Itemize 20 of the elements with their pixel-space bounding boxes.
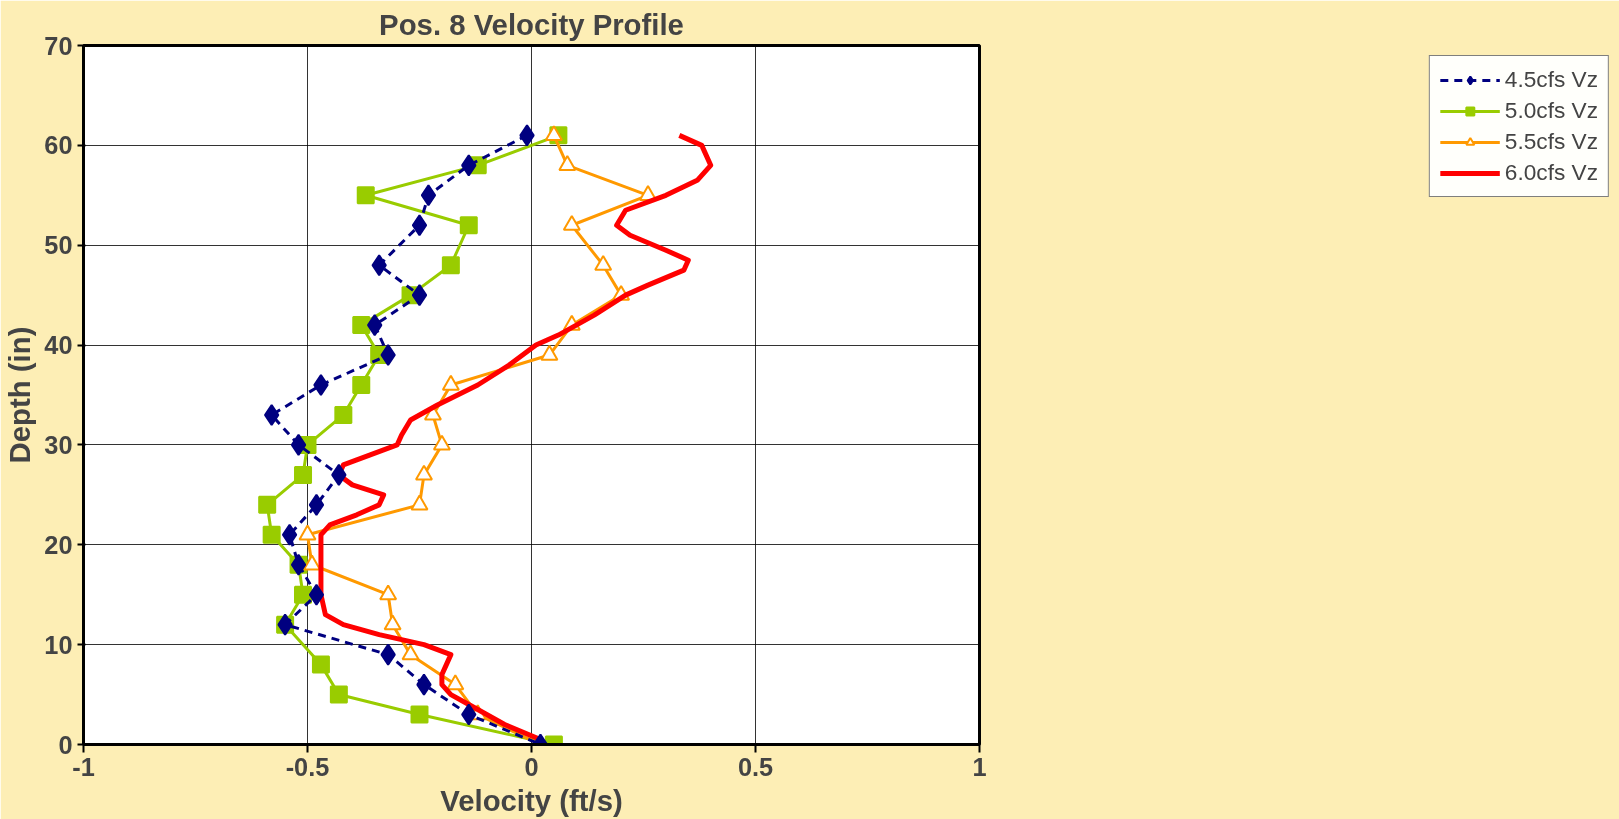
x-axis-title: Velocity (ft/s) — [440, 783, 623, 817]
y-tick-label: 40 — [44, 331, 73, 360]
legend-label: 4.5cfs Vz — [1504, 66, 1598, 93]
x-tick-label: 0 — [524, 752, 539, 781]
x-tick-label: -0.5 — [285, 752, 330, 781]
y-tick-label: 20 — [44, 530, 73, 559]
y-tick-label: 50 — [44, 231, 73, 260]
y-tick-label: 30 — [44, 430, 73, 459]
x-tick-label: 1 — [972, 752, 987, 781]
legend-label: 5.0cfs Vz — [1504, 97, 1598, 124]
y-tick-label: 10 — [44, 630, 73, 659]
x-tick-label: 0.5 — [737, 752, 774, 781]
chart-title: Pos. 8 Velocity Profile — [379, 7, 684, 41]
y-axis-title: Depth (in) — [3, 326, 37, 464]
y-tick-label: 70 — [44, 31, 73, 60]
legend-label: 6.0cfs Vz — [1504, 159, 1598, 186]
y-tick-label: 60 — [44, 131, 73, 160]
y-tick-label: 0 — [58, 730, 73, 759]
legend-label: 5.5cfs Vz — [1504, 128, 1598, 155]
x-tick-label: -1 — [72, 752, 95, 781]
